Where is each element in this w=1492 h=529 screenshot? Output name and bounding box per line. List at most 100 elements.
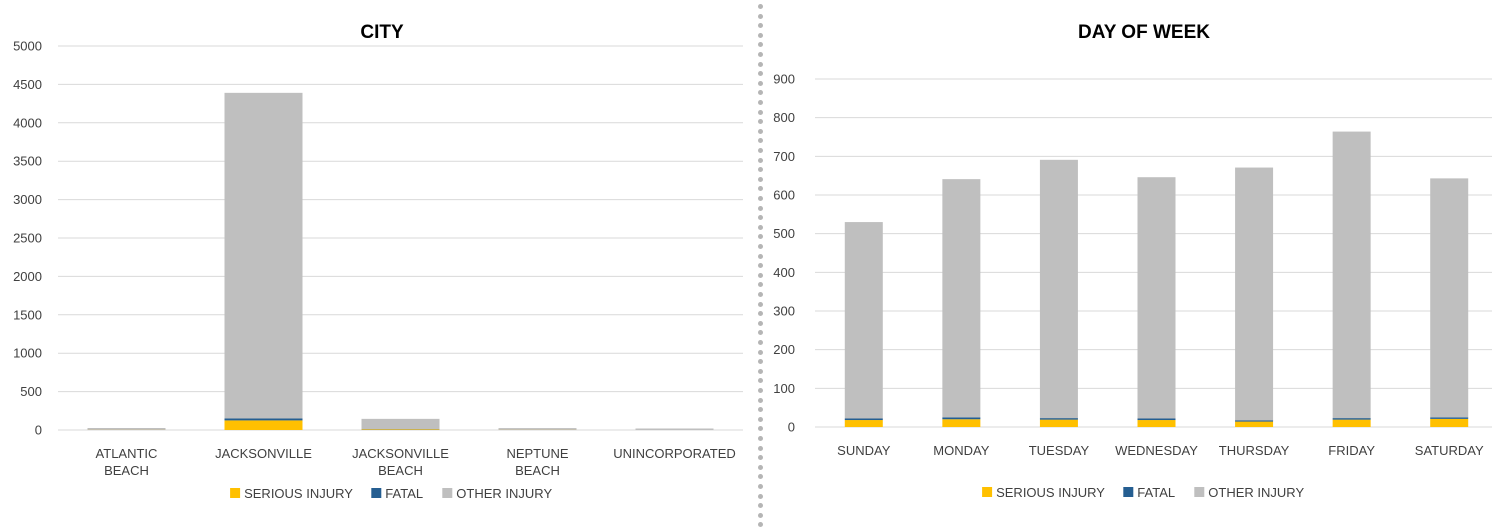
bar-other-injury-friday xyxy=(1332,131,1371,419)
bar-serious-injury-tuesday xyxy=(1039,419,1078,427)
divider-dot xyxy=(758,436,763,441)
divider-dot xyxy=(758,484,763,489)
bar-serious-injury-friday xyxy=(1332,419,1371,427)
day-of-week-chart: DAY OF WEEK 0 100 200 300 400 500 600 700 800 900 S… xyxy=(773,22,1492,500)
divider-dot xyxy=(758,455,763,461)
legend-label-fatal: FATAL xyxy=(1137,485,1175,500)
divider-dot xyxy=(758,320,763,326)
bar-other-injury-monday xyxy=(942,179,981,418)
bar-other-injury-tuesday xyxy=(1039,159,1078,419)
x-tick-label-jacksonville-beach: JACKSONVILLE BEACH xyxy=(352,446,449,478)
bar-fatal-saturday xyxy=(1430,417,1469,419)
divider-dot xyxy=(758,445,763,451)
y-tick-label: 0 xyxy=(788,420,795,435)
y-tick-label: 0 xyxy=(35,423,42,438)
divider-dot xyxy=(758,253,763,259)
y-tick-label: 5000 xyxy=(13,39,42,54)
bar-other-injury-jacksonville-beach xyxy=(361,418,440,430)
bar-serious-injury-monday xyxy=(942,419,981,427)
divider-dot xyxy=(758,426,763,432)
y-tick-label: 500 xyxy=(20,384,42,399)
divider-dot xyxy=(758,301,763,307)
bar-fatal-monday xyxy=(942,417,981,420)
legend-label-fatal: FATAL xyxy=(385,486,423,501)
divider-dot xyxy=(758,42,763,48)
day-of-week-chart-title: DAY OF WEEK xyxy=(1078,22,1210,43)
divider-dot xyxy=(758,407,763,413)
divider-dot xyxy=(758,61,763,67)
bar-serious-injury-thursday xyxy=(1235,421,1274,427)
divider-dot xyxy=(758,71,763,77)
divider-dot xyxy=(758,176,763,182)
y-tick-label: 4500 xyxy=(13,77,42,92)
x-tick-label-atlantic-beach: ATLANTIC BEACH xyxy=(96,446,158,478)
y-tick-label: 200 xyxy=(773,342,795,357)
legend-label-serious-injury: SERIOUS INJURY xyxy=(996,485,1105,500)
city-chart: CITY 0 500 1000 1500 2000 2500 3000 3500 4000 4500… xyxy=(13,22,743,501)
y-tick-label: 3000 xyxy=(13,192,42,207)
bar-other-injury-unincorporated xyxy=(635,428,714,430)
divider-dot xyxy=(758,234,763,240)
divider-dot xyxy=(758,378,763,384)
divider-dot xyxy=(758,388,763,393)
bar-other-injury-atlantic-beach xyxy=(87,428,166,430)
panel-divider xyxy=(755,0,765,529)
x-tick-label-tuesday: TUESDAY xyxy=(1029,443,1090,458)
divider-dot xyxy=(758,32,763,38)
divider-dot xyxy=(758,138,763,144)
bar-other-injury-sunday xyxy=(844,222,883,419)
divider-dot xyxy=(758,205,763,211)
divider-dot xyxy=(758,244,763,249)
divider-dot xyxy=(758,464,763,470)
city-chart-panel: CITY 0 500 1000 1500 2000 2500 3000 3500 4000 4500… xyxy=(13,22,743,501)
divider-dot xyxy=(758,80,763,86)
divider-dot xyxy=(758,167,763,173)
divider-dot xyxy=(758,311,763,317)
legend-swatch-other-injury xyxy=(442,488,453,498)
bar-other-injury-neptune-beach xyxy=(498,428,577,430)
divider-dot xyxy=(758,119,763,125)
divider-dot xyxy=(758,349,763,355)
y-tick-label: 2500 xyxy=(13,231,42,246)
x-tick-label-jacksonville: JACKSONVILLE xyxy=(215,446,312,461)
y-tick-label: 4000 xyxy=(13,115,42,130)
divider-dot xyxy=(758,397,763,403)
bar-fatal-wednesday xyxy=(1137,418,1176,421)
divider-dot xyxy=(758,522,763,528)
x-tick-label-unincorporated: UNINCORPORATED xyxy=(613,446,736,461)
divider-dot xyxy=(758,503,763,509)
divider-dot xyxy=(758,148,763,153)
x-tick-label-neptune-beach: NEPTUNE BEACH xyxy=(506,446,568,478)
x-tick-label-saturday: SATURDAY xyxy=(1415,443,1484,458)
legend-swatch-serious-injury xyxy=(982,487,993,497)
divider-dot xyxy=(758,4,763,9)
divider-dot xyxy=(758,512,763,518)
x-tick-label-friday: FRIDAY xyxy=(1328,443,1375,458)
legend-swatch-fatal xyxy=(1123,487,1134,497)
y-tick-label: 800 xyxy=(773,110,795,125)
y-tick-label: 1000 xyxy=(13,346,42,361)
y-tick-label: 3500 xyxy=(13,154,42,169)
divider-dot xyxy=(758,224,763,230)
y-tick-label: 1500 xyxy=(13,307,42,322)
divider-dot xyxy=(758,128,763,134)
divider-dot xyxy=(758,330,763,336)
x-tick-label-wednesday: WEDNESDAY xyxy=(1115,443,1198,458)
divider-dot xyxy=(758,263,763,269)
y-tick-label: 400 xyxy=(773,265,795,280)
day-of-week-legend: SERIOUS INJURY FATAL OTHER INJURY xyxy=(982,485,1304,500)
city-chart-title: CITY xyxy=(360,22,404,43)
divider-dot xyxy=(758,272,763,278)
divider-dot xyxy=(758,13,763,19)
divider-dot xyxy=(758,52,763,57)
bar-other-injury-thursday xyxy=(1235,167,1274,421)
legend-swatch-fatal xyxy=(371,488,382,498)
y-tick-label: 900 xyxy=(773,72,795,87)
divider-dot xyxy=(758,359,763,365)
y-tick-label: 500 xyxy=(773,226,795,241)
bar-serious-injury-wednesday xyxy=(1137,420,1176,427)
y-tick-label: 100 xyxy=(773,381,795,396)
bar-fatal-thursday xyxy=(1235,420,1274,422)
city-legend: SERIOUS INJURY FATAL OTHER INJURY xyxy=(230,486,552,501)
divider-dot xyxy=(758,23,763,29)
